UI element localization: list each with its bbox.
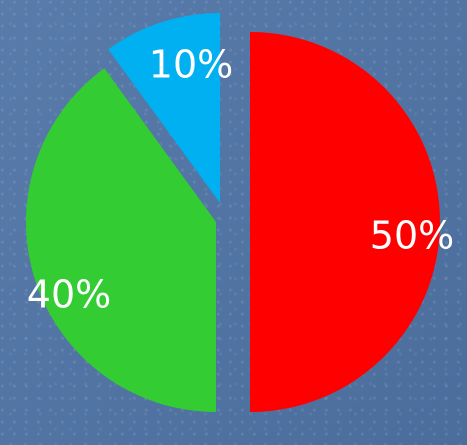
pie-slice-50-percent	[250, 32, 440, 412]
pie-slice-40-percent	[26, 68, 216, 412]
pie-label-50-percent: 50%	[370, 214, 454, 258]
pie-slice-10-percent	[108, 13, 220, 203]
pie-label-10-percent: 10%	[149, 43, 233, 87]
pie-label-40-percent: 40%	[27, 273, 111, 317]
